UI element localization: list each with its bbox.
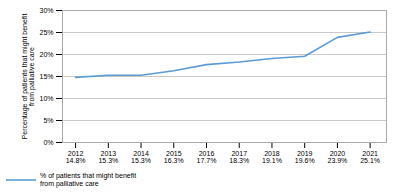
- svg-text:201516.3%: 201516.3%: [164, 150, 184, 164]
- svg-text:201718.3%: 201718.3%: [229, 150, 249, 164]
- svg-text:201315.3%: 201315.3%: [98, 150, 118, 164]
- svg-text:201214.8%: 201214.8%: [66, 150, 86, 164]
- svg-text:202125.1%: 202125.1%: [360, 150, 380, 164]
- svg-text:201415.3%: 201415.3%: [131, 150, 151, 164]
- svg-text:30%: 30%: [39, 7, 53, 14]
- svg-text:201819.1%: 201819.1%: [262, 150, 282, 164]
- svg-text:20%: 20%: [39, 51, 53, 58]
- svg-text:15%: 15%: [39, 73, 53, 80]
- svg-text:201919.6%: 201919.6%: [295, 150, 315, 164]
- svg-text:0%: 0%: [43, 139, 53, 146]
- svg-text:25%: 25%: [39, 29, 53, 36]
- svg-text:5%: 5%: [43, 117, 53, 124]
- svg-text:10%: 10%: [39, 95, 53, 102]
- svg-text:202023.9%: 202023.9%: [327, 150, 347, 164]
- svg-text:Percentage of patients that mi: Percentage of patients that might benefi…: [21, 14, 36, 140]
- html-text:% of patients that might benef: % of patients that might benefit from pa…: [40, 172, 137, 187]
- svg-text:201617.7%: 201617.7%: [197, 150, 217, 164]
